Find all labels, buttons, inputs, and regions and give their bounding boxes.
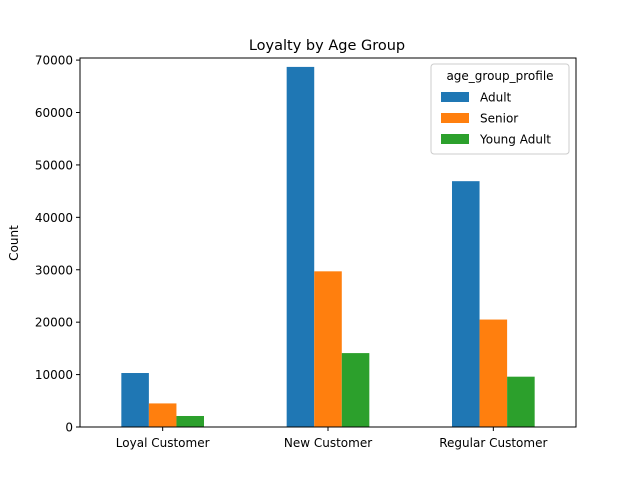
x-tick-label: Regular Customer — [439, 436, 547, 450]
legend-box — [430, 63, 570, 155]
legend: age_group_profile Adult Senior Young Adult — [430, 63, 570, 155]
x-axis: Loyal Customer New Customer Regular Custom… — [116, 427, 547, 450]
y-tick-label: 20000 — [35, 316, 73, 330]
chart-title: Loyalty by Age Group — [249, 38, 405, 54]
legend-swatch — [441, 92, 469, 102]
y-tick-label: 10000 — [35, 368, 73, 382]
bar-young-adult-1 — [341, 353, 370, 427]
y-tick-label: 60000 — [35, 106, 73, 120]
bar-senior-2 — [479, 319, 508, 427]
plot-frame — [79, 57, 577, 428]
y-tick-label: 50000 — [35, 158, 73, 172]
y-axis: 0 10000 20000 30000 40000 50000 60000 70000 — [35, 54, 80, 435]
bar-adult-0 — [121, 373, 149, 427]
legend-swatch — [441, 113, 469, 123]
bars-group — [121, 66, 535, 427]
y-tick-label: 30000 — [35, 263, 73, 277]
legend-label: Senior — [480, 112, 518, 126]
bar-young-adult-0 — [176, 415, 204, 427]
legend-swatch — [441, 134, 469, 144]
y-tick-label: 70000 — [35, 54, 73, 68]
bar-adult-2 — [452, 181, 480, 427]
legend-label: Adult — [480, 91, 512, 105]
legend-title: age_group_profile — [446, 69, 553, 83]
legend-label: Young Adult — [479, 133, 551, 147]
x-tick-label: New Customer — [284, 436, 372, 450]
y-tick-label: 40000 — [35, 211, 73, 225]
bar-adult-1 — [286, 66, 315, 427]
bar-young-adult-2 — [507, 376, 535, 427]
bar-senior-1 — [314, 271, 342, 427]
y-tick-label: 0 — [65, 421, 73, 435]
bar-senior-0 — [148, 403, 177, 427]
x-tick-label: Loyal Customer — [116, 436, 210, 450]
y-axis-label: Count — [7, 225, 21, 261]
